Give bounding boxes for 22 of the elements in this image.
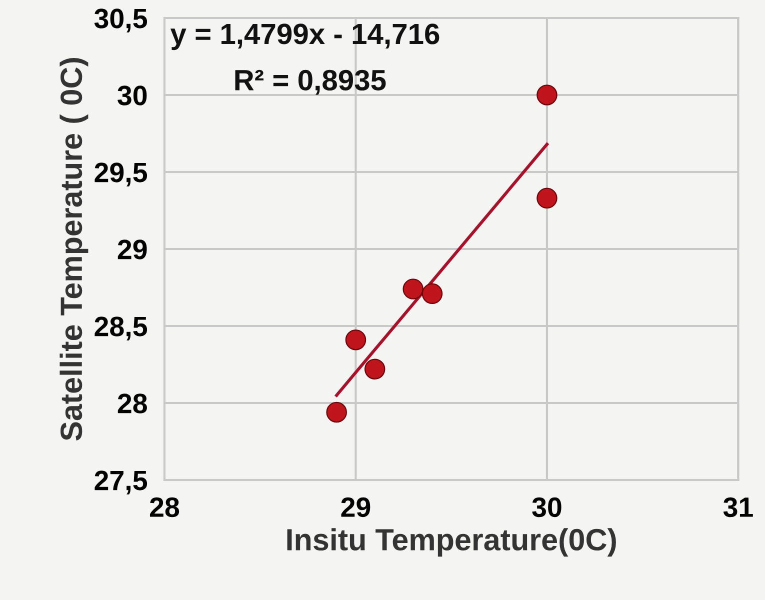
x-tick-label: 30: [532, 497, 562, 518]
y-tick-label: 30: [118, 86, 147, 106]
point: [364, 358, 386, 380]
point: [402, 278, 424, 300]
y-tick-label: 29: [118, 240, 147, 260]
point: [422, 283, 443, 304]
x-tick-label: 28: [150, 497, 180, 518]
annotation: R² = 0,8935: [235, 70, 386, 95]
y-tick-label: 28,5: [94, 316, 148, 340]
point: [345, 329, 366, 350]
y-tick-label: 29,5: [94, 162, 148, 186]
point: [536, 84, 558, 106]
y-tick-label: 28: [118, 394, 147, 414]
x-tick-label: 31: [723, 497, 753, 518]
annotation: y = 1,4799x - 14,716: [170, 24, 440, 50]
y-tick-label: 27,5: [94, 470, 148, 494]
x-tick-label: 29: [341, 497, 370, 518]
y-axis-title: Satellite Temperature ( 0C): [60, 58, 88, 441]
point: [536, 188, 558, 209]
x-axis-title: Insitu Temperature(0C): [287, 528, 616, 557]
point: [326, 402, 347, 423]
y-tick-label: 30,5: [94, 8, 148, 32]
